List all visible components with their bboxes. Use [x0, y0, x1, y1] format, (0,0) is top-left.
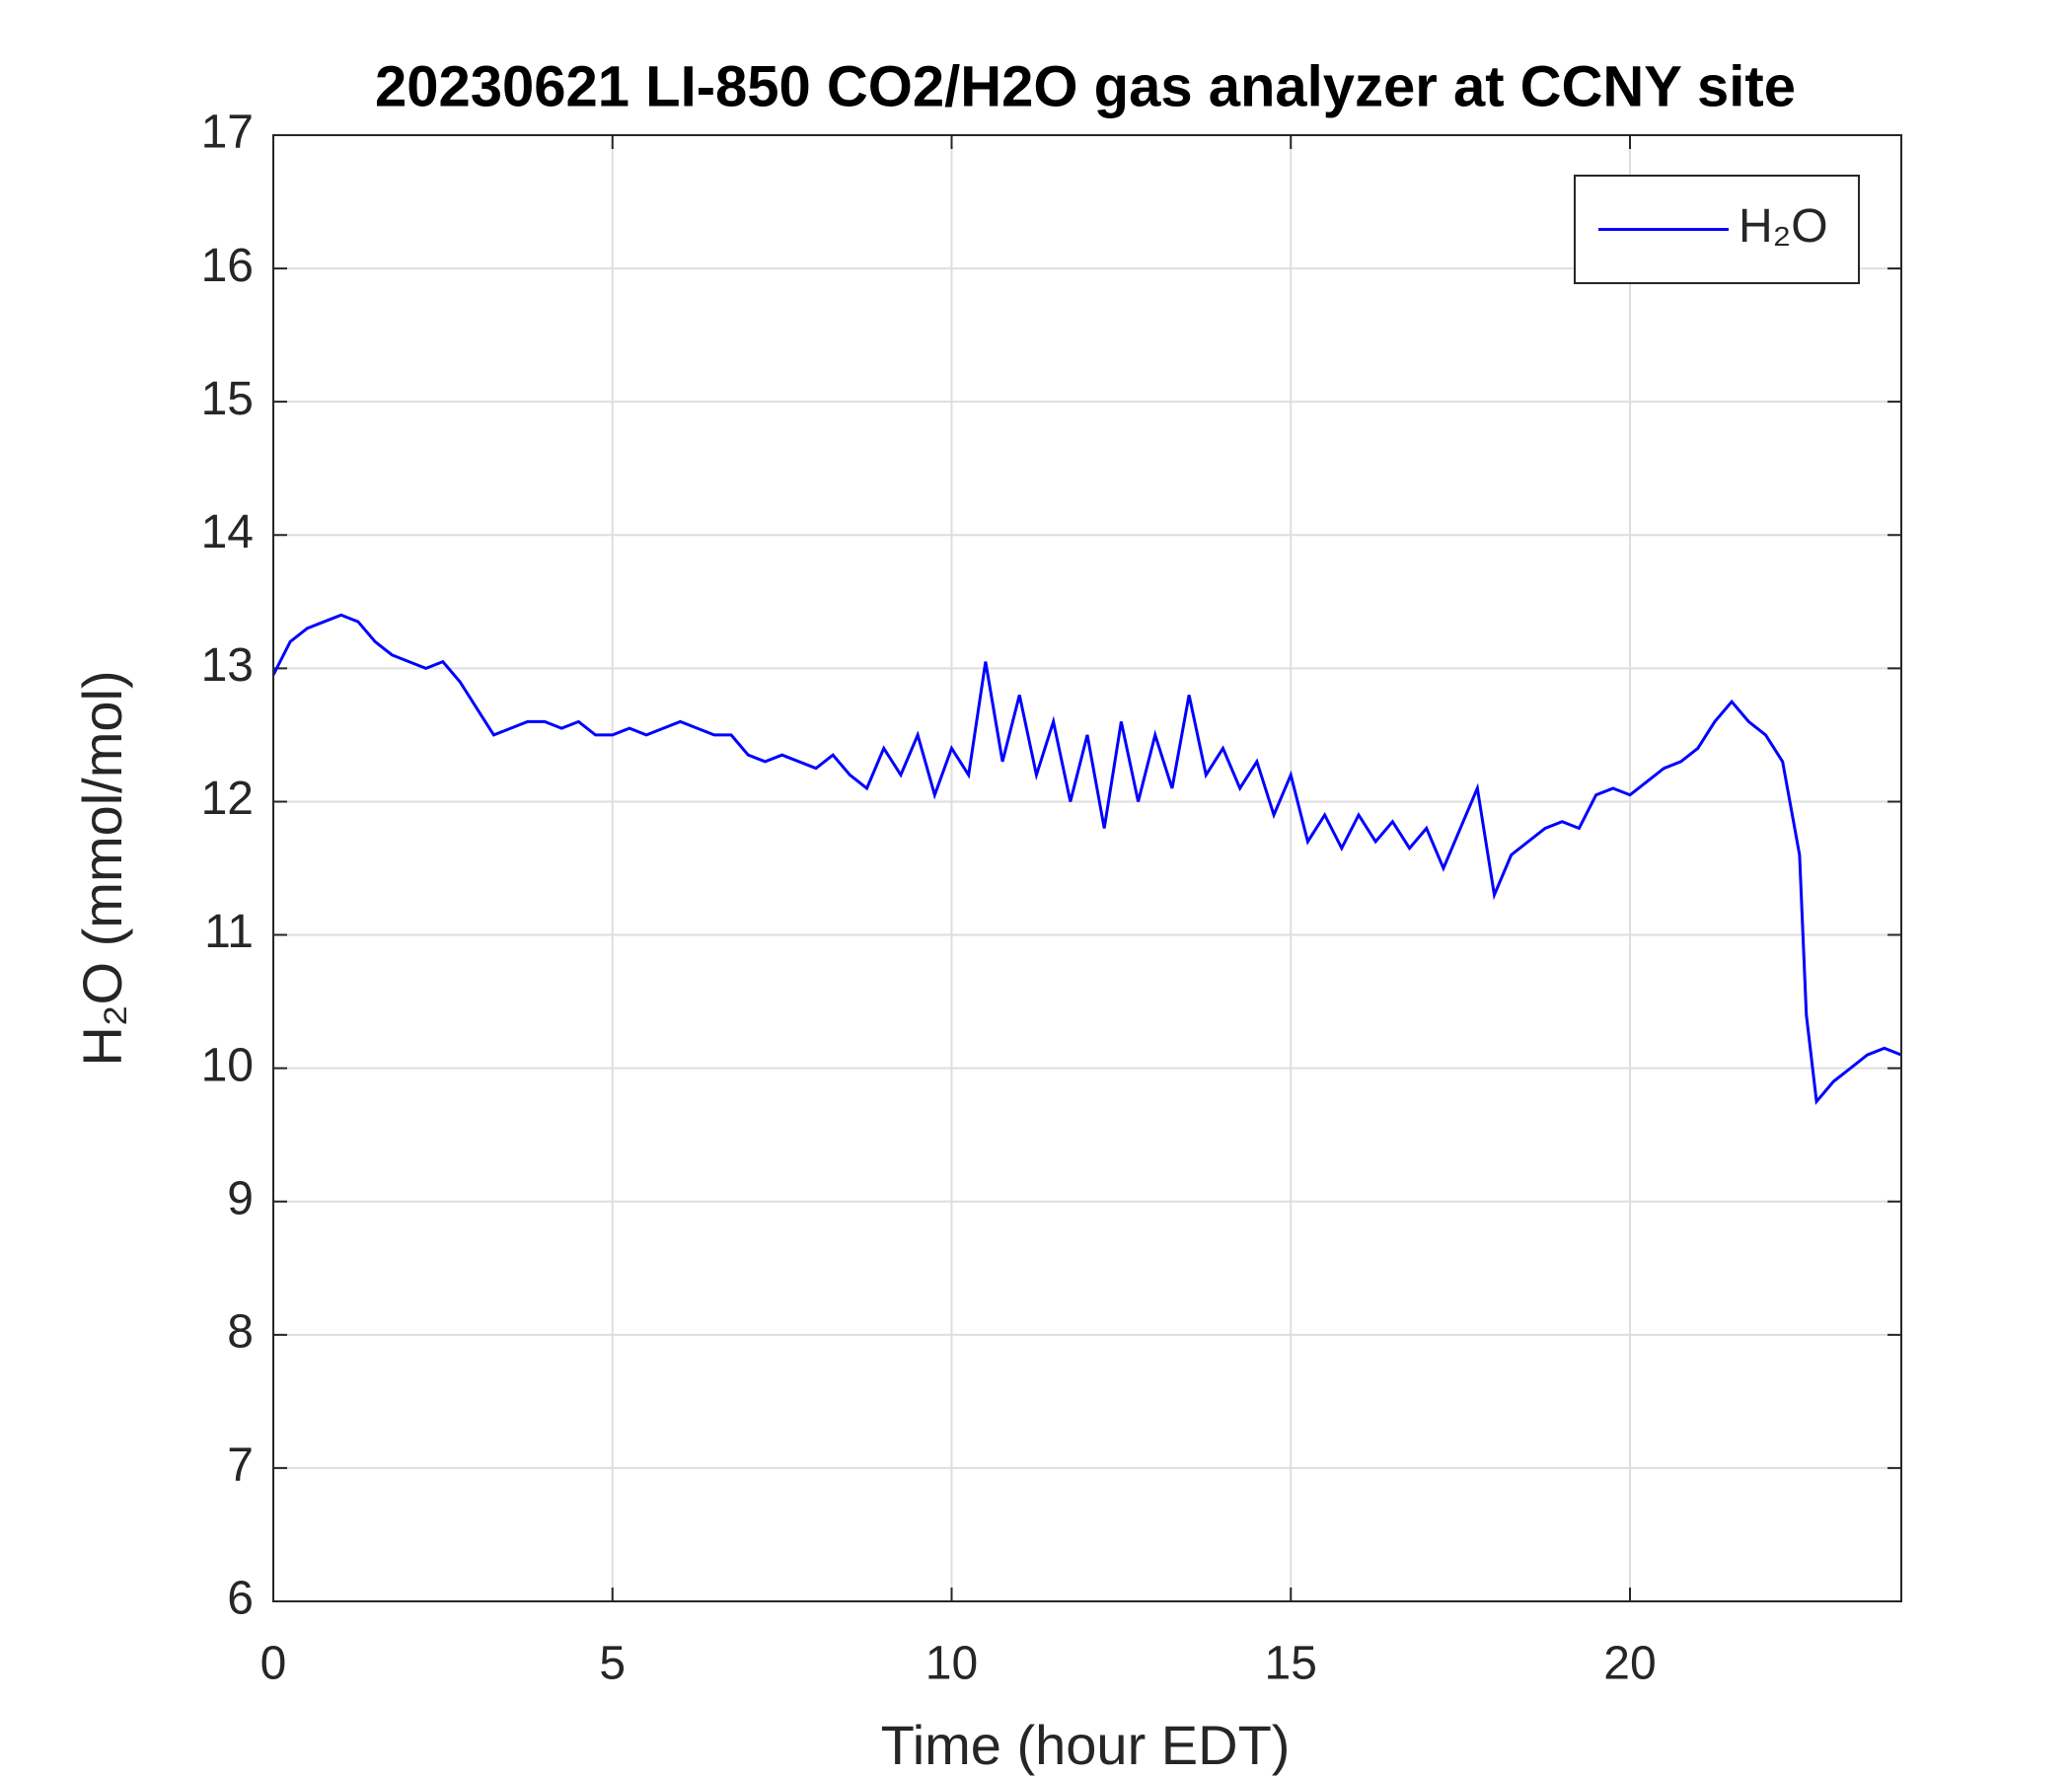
x-tick-label: 20 — [1603, 1638, 1656, 1690]
y-tick-label: 11 — [204, 906, 254, 958]
x-tick-label: 5 — [599, 1638, 626, 1690]
y-tick-label: 8 — [227, 1305, 254, 1358]
y-axis-label: H₂O (mmol/mol) — [71, 670, 133, 1066]
chart-title: 20230621 LI-850 CO2/H2O gas analyzer at … — [375, 54, 1796, 118]
y-tick-label: 14 — [201, 506, 254, 558]
data-line — [271, 613, 1902, 1106]
y-tick-label: 17 — [201, 107, 254, 159]
x-axis-label: Time (hour EDT) — [881, 1714, 1291, 1776]
legend-label: H₂O — [1739, 200, 1828, 253]
y-tick-label: 13 — [201, 639, 254, 692]
y-tick-label: 7 — [227, 1440, 254, 1492]
y-tick-label: 15 — [201, 373, 254, 425]
y-tick-label: 6 — [227, 1573, 254, 1625]
x-tick-label: 15 — [1265, 1638, 1317, 1690]
y-tick-label: 9 — [227, 1172, 254, 1224]
axes-box — [272, 134, 1902, 1602]
x-tick-label: 10 — [925, 1638, 978, 1690]
x-tick-label: 0 — [260, 1638, 287, 1690]
y-tick-label: 16 — [201, 240, 254, 292]
plot-area — [273, 135, 1901, 1601]
y-tick-label: 10 — [201, 1039, 254, 1091]
y-tick-label: 12 — [201, 773, 254, 825]
